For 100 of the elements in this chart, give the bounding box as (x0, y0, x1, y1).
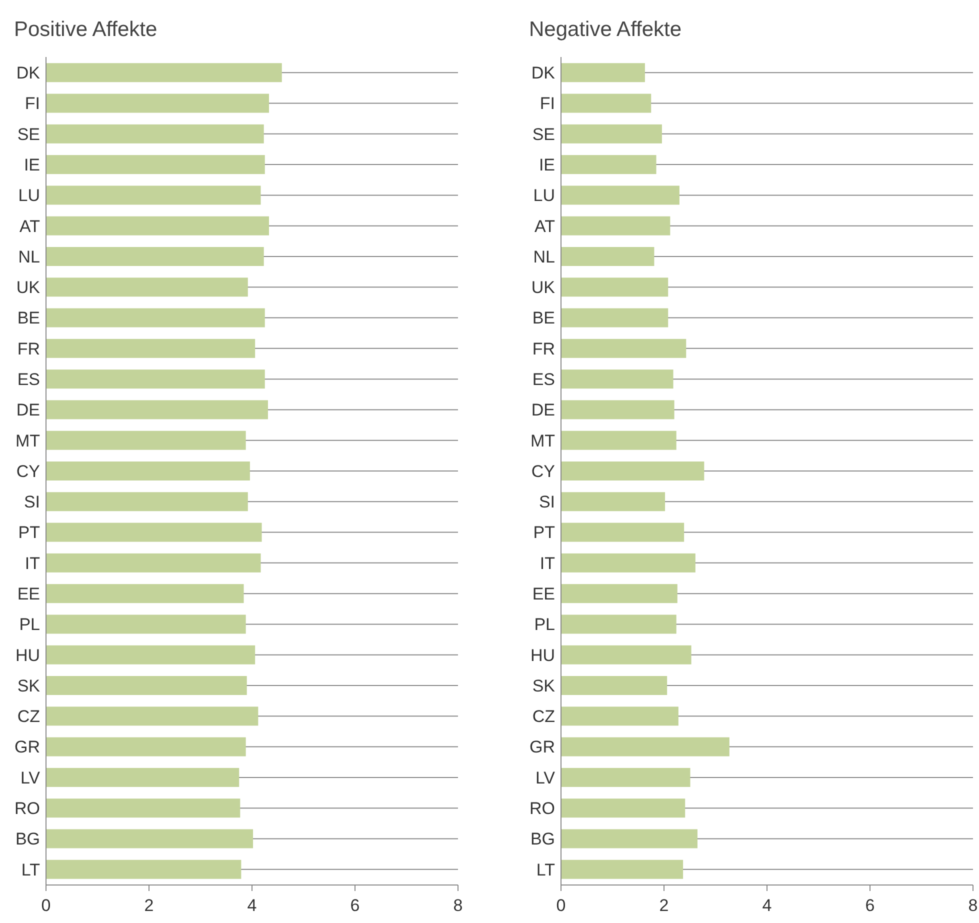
bar (561, 338, 686, 358)
bar (561, 798, 686, 818)
chart-title: Negative Affekte (529, 18, 682, 41)
bar (561, 124, 662, 144)
bar (46, 246, 264, 266)
y-tick-label: IT (24, 554, 40, 573)
bar (561, 584, 678, 604)
bar (46, 645, 256, 664)
bar (561, 676, 668, 696)
bar (46, 308, 265, 328)
bar (561, 94, 652, 113)
y-tick-label: ES (532, 370, 555, 390)
y-tick-label: FI (540, 94, 555, 114)
bar (46, 94, 269, 113)
y-tick-label: EE (532, 584, 555, 604)
bar (561, 278, 668, 297)
y-tick-label: LU (533, 186, 555, 206)
y-tick-label: UK (531, 278, 556, 298)
y-tick-label: MT (15, 431, 40, 450)
y-tick-label: EE (17, 584, 40, 604)
y-tick-label: DK (16, 64, 41, 83)
bar (46, 737, 246, 756)
x-tick-label: 0 (556, 896, 566, 915)
bar (46, 430, 246, 450)
bar (561, 462, 704, 480)
bar (46, 768, 240, 787)
bar (46, 553, 261, 572)
bar (561, 614, 676, 634)
y-tick-label: MT (530, 431, 555, 450)
bar (561, 768, 690, 787)
x-tick-label: 4 (247, 896, 257, 915)
y-tick-label: LV (535, 768, 556, 788)
bar (561, 737, 730, 756)
bar (561, 308, 668, 328)
bar (561, 155, 656, 174)
bar (46, 462, 250, 480)
y-tick-label: PT (533, 523, 555, 542)
x-tick-label: 2 (659, 896, 669, 915)
y-tick-label: NL (533, 247, 555, 266)
y-tick-label: IE (24, 156, 40, 175)
y-tick-label: IT (540, 554, 555, 573)
y-tick-label: CY (16, 462, 40, 481)
bar (561, 216, 670, 236)
y-tick-label: SK (532, 676, 556, 696)
bar (561, 860, 684, 879)
bar (561, 63, 645, 82)
y-tick-label: RO (14, 799, 40, 818)
bar (561, 522, 684, 542)
y-tick-label: LT (536, 860, 555, 880)
y-tick-label: AT (534, 216, 555, 236)
y-tick-label: CZ (17, 707, 40, 726)
y-tick-label: DE (16, 400, 40, 420)
y-tick-label: SI (24, 492, 40, 512)
y-tick-label: UK (16, 278, 41, 298)
y-tick-label: SK (17, 676, 41, 696)
x-tick-label: 6 (865, 896, 875, 915)
y-tick-label: GR (14, 738, 40, 757)
x-tick-label: 8 (453, 896, 463, 915)
bar (561, 829, 698, 848)
y-tick-label: SE (17, 124, 40, 144)
x-tick-label: 4 (762, 896, 772, 915)
x-tick-label: 2 (144, 896, 154, 915)
y-tick-label: LV (20, 768, 41, 788)
chart-title: Positive Affekte (14, 18, 158, 41)
bar (46, 706, 258, 726)
bar (46, 155, 265, 174)
bar (561, 400, 674, 420)
bar (561, 246, 654, 266)
y-tick-label: SE (532, 124, 555, 144)
y-tick-label: CY (531, 462, 555, 481)
y-tick-label: BE (532, 308, 555, 328)
y-tick-label: IE (538, 156, 555, 175)
y-tick-label: FI (24, 94, 40, 114)
bar (46, 186, 261, 205)
bar (561, 430, 676, 450)
bar (46, 400, 268, 420)
y-tick-label: BG (15, 830, 40, 849)
y-tick-label: CZ (532, 707, 555, 726)
bar (46, 216, 269, 236)
y-tick-label: GR (530, 738, 555, 757)
y-tick-label: PL (534, 615, 555, 634)
y-tick-label: BG (530, 830, 555, 849)
y-tick-label: RO (530, 799, 555, 818)
bar (46, 584, 244, 604)
bar (46, 63, 282, 82)
y-tick-label: AT (20, 216, 40, 236)
y-tick-label: BE (17, 308, 40, 328)
bar (46, 522, 262, 542)
y-tick-label: SI (538, 492, 555, 512)
y-tick-label: HU (15, 646, 40, 665)
y-tick-label: DE (531, 400, 555, 420)
bar (46, 370, 265, 389)
bar (46, 278, 248, 297)
y-tick-label: NL (18, 247, 40, 266)
bar (561, 492, 666, 512)
y-tick-label: PT (18, 523, 40, 542)
y-tick-label: PL (19, 615, 40, 634)
bar (46, 614, 246, 634)
y-tick-label: LU (18, 186, 40, 206)
bar (561, 706, 678, 726)
